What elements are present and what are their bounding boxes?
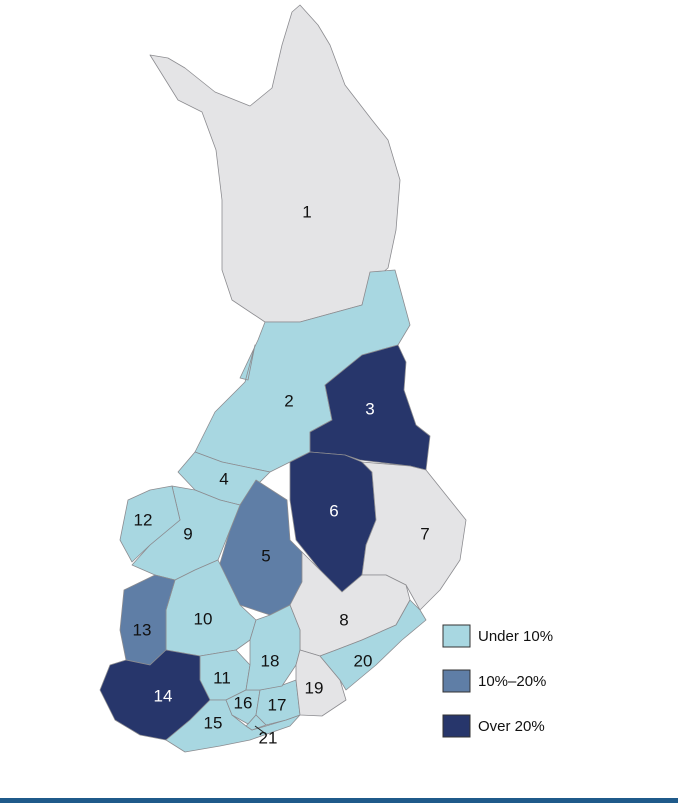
region-label: 9 [183,524,192,543]
region-label: 19 [305,678,324,697]
region-label: 8 [339,610,348,629]
region-label: 21 [259,728,278,747]
legend: Under 10% 10%–20% Over 20% [442,624,553,738]
region-label: 18 [261,651,280,670]
legend-label: Over 20% [478,718,545,735]
region-label: 13 [133,620,152,639]
region [165,699,301,753]
region-label: 2 [284,391,293,410]
region-label: 15 [204,713,223,732]
region-label: 3 [365,399,374,418]
region [245,714,267,731]
region-label: 17 [268,695,287,714]
region-label: 14 [154,686,173,705]
leader-line [254,725,267,735]
bottom-rule [0,798,678,803]
region-label: 12 [134,510,153,529]
region-label: 11 [213,668,231,687]
region [295,649,347,717]
legend-label: Under 10% [478,628,553,645]
region [319,599,427,691]
region-label: 5 [261,546,270,565]
region-label: 20 [354,651,373,670]
region-label: 1 [302,202,311,221]
legend-swatch [442,624,471,648]
legend-swatch [442,714,471,738]
legend-label: 10%–20% [478,673,546,690]
region-label: 6 [329,501,338,520]
regions [99,4,467,753]
region-label: 7 [420,524,429,543]
region-label: 16 [234,693,253,712]
legend-swatch [442,669,471,693]
region-label: 10 [194,609,213,628]
region [149,4,401,323]
region [119,485,181,563]
region-label: 4 [219,469,228,488]
